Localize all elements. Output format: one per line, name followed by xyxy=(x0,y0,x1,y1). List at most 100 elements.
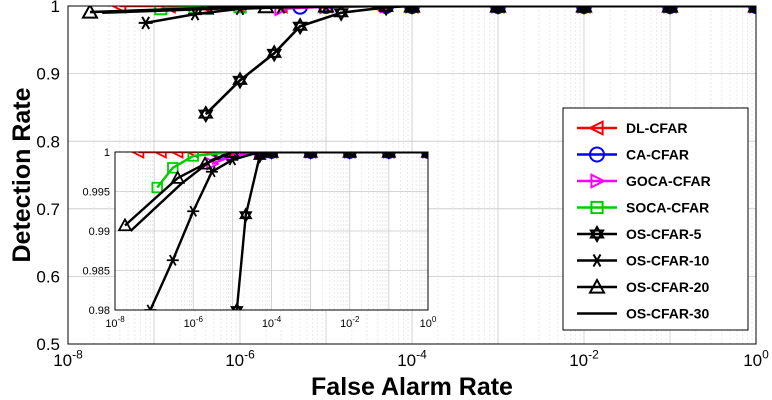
legend-label: OS-CFAR-30 xyxy=(626,306,709,322)
data-point xyxy=(264,152,279,160)
data-point xyxy=(403,6,421,13)
series-line xyxy=(124,152,428,227)
x-tick-label: 10-6 xyxy=(184,315,204,330)
legend-label: CA-CFAR xyxy=(626,147,689,163)
legend-label: DL-CFAR xyxy=(626,120,687,136)
data-point xyxy=(197,6,215,15)
data-point xyxy=(257,6,275,14)
x-tick-labels: 10-8 10-6 10-4 10-2 100 xyxy=(53,347,769,370)
x-tick-label: 10-8 xyxy=(53,347,83,370)
data-point xyxy=(404,6,420,15)
x-tick-label: 10-4 xyxy=(397,347,427,370)
data-point xyxy=(169,152,184,159)
data-point xyxy=(138,16,153,30)
y-tick-labels: 0.5 0.6 0.7 0.8 0.9 1 xyxy=(36,0,60,354)
series-line xyxy=(145,6,756,25)
data-point xyxy=(144,304,157,310)
y-tick-label: 0.99 xyxy=(89,226,110,238)
y-axis-label: Detection Rate xyxy=(8,87,36,262)
y-tick-label: 0.7 xyxy=(36,200,60,219)
inset-series xyxy=(117,152,428,310)
data-point xyxy=(382,152,396,160)
legend-marker xyxy=(590,173,607,189)
data-point xyxy=(490,6,506,15)
y-tick-label: 0.6 xyxy=(36,268,60,287)
data-point xyxy=(166,254,179,266)
data-point xyxy=(661,6,679,13)
series-line xyxy=(235,152,428,310)
legend-label: OS-CFAR-5 xyxy=(626,226,702,242)
legend-marker xyxy=(590,253,604,268)
series-line xyxy=(129,152,428,232)
data-point xyxy=(379,6,394,13)
data-point xyxy=(153,152,167,159)
data-point xyxy=(292,17,308,36)
series-os-cfar-5 xyxy=(230,152,428,310)
data-point xyxy=(575,6,593,13)
data-point xyxy=(381,152,397,158)
x-tick-label: 10-6 xyxy=(225,347,255,370)
data-point xyxy=(263,152,280,158)
y-tick-label: 0.8 xyxy=(36,132,60,151)
data-point xyxy=(749,6,756,13)
inset-x-tick-labels: 10-8 10-6 10-4 10-2 100 xyxy=(105,315,437,330)
legend-item-goca-cfar: GOCA-CFAR xyxy=(577,173,711,189)
series-line xyxy=(102,6,756,15)
data-point xyxy=(748,6,756,15)
data-point xyxy=(577,6,591,13)
data-point xyxy=(230,302,244,310)
data-point xyxy=(662,6,678,15)
data-point xyxy=(333,6,349,22)
data-point xyxy=(421,152,428,160)
data-point xyxy=(170,170,186,184)
y-tick-label: 0.9 xyxy=(36,65,60,84)
legend-label: OS-CFAR-10 xyxy=(626,253,709,269)
legend-item-os-cfar-5: OS-CFAR-5 xyxy=(577,225,702,243)
main-series xyxy=(81,6,756,124)
data-point xyxy=(343,152,356,158)
legend: DL-CFAR CA-CFAR GOCA-CFAR SOCA-CFAR OS-CFAR-… xyxy=(562,107,749,331)
inset-chart: 10-8 10-6 10-4 10-2 100 0.98 0.985 0.99 0.995 1 xyxy=(82,147,437,330)
data-point xyxy=(663,6,677,13)
x-tick-label: 100 xyxy=(743,347,769,370)
legend-marker xyxy=(589,146,606,163)
x-tick-label: 10-4 xyxy=(262,315,282,330)
y-tick-label: 0.995 xyxy=(82,186,110,198)
inset-frame xyxy=(114,151,429,311)
legend-marker xyxy=(587,120,604,136)
legend-item-os-cfar-20: OS-CFAR-20 xyxy=(577,277,709,295)
y-tick-label: 0.5 xyxy=(36,335,60,354)
data-point xyxy=(489,6,507,13)
data-point xyxy=(422,152,428,158)
series-os-cfar-30 xyxy=(102,6,756,15)
x-axis-label: False Alarm Rate xyxy=(311,373,513,400)
data-point xyxy=(317,6,335,13)
legend-box xyxy=(562,107,749,331)
data-point xyxy=(378,6,394,17)
legend-marker xyxy=(590,200,604,215)
legend-label: GOCA-CFAR xyxy=(626,173,711,189)
legend-item-ca-cfar: CA-CFAR xyxy=(577,147,689,163)
data-point xyxy=(117,217,133,232)
series-os-cfar-20 xyxy=(117,152,428,232)
x-tick-label: 10-2 xyxy=(340,315,360,330)
data-point xyxy=(304,152,317,158)
data-point xyxy=(238,207,253,223)
data-point xyxy=(266,44,283,63)
series-line xyxy=(156,152,428,189)
x-tick-label: 10-2 xyxy=(569,347,599,370)
data-point xyxy=(232,71,248,90)
series-os-cfar-30 xyxy=(129,152,428,232)
y-tick-label: 0.98 xyxy=(89,305,110,317)
data-point xyxy=(303,152,318,160)
data-point xyxy=(224,152,240,158)
data-point xyxy=(303,152,319,158)
legend-marker xyxy=(588,277,606,294)
data-point xyxy=(265,152,278,158)
legend-marker xyxy=(589,225,605,243)
y-tick-label: 0.985 xyxy=(82,265,110,277)
data-point xyxy=(576,6,592,15)
data-point xyxy=(491,6,505,13)
data-point xyxy=(342,152,357,160)
